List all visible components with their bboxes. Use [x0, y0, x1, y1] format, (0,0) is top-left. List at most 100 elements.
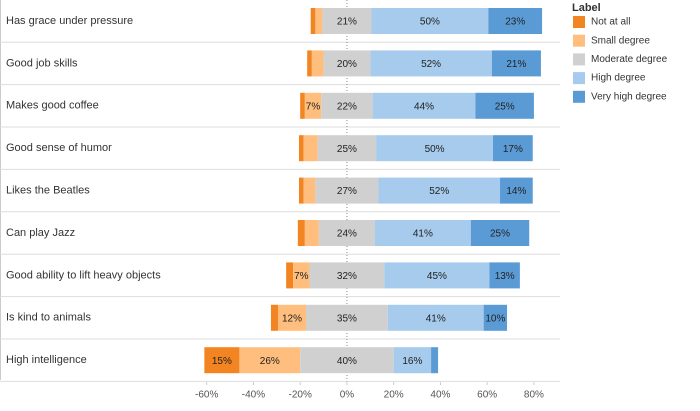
bar-segment [370, 50, 492, 77]
data-label: 21% [337, 17, 357, 28]
data-label: 26% [260, 356, 280, 367]
data-label: 12% [282, 313, 302, 324]
bar-segment [493, 135, 533, 162]
x-tick-label: 40% [430, 390, 450, 401]
legend-title: Label [572, 2, 601, 14]
category-label: Good sense of humor [6, 142, 112, 154]
bar-segment [304, 92, 322, 119]
legend-label: Moderate degree [591, 54, 668, 65]
data-label: 13% [495, 271, 515, 282]
bar-segment [500, 177, 533, 204]
data-label: 52% [421, 59, 441, 70]
bar-segment [491, 50, 541, 77]
category-label: Good ability to lift heavy objects [6, 269, 161, 281]
bar-segment [304, 220, 319, 246]
x-tick-label: -20% [289, 390, 312, 401]
legend-swatch [573, 16, 585, 28]
data-label: 50% [420, 17, 440, 28]
bar-segment [374, 220, 471, 246]
data-label: 41% [426, 313, 446, 324]
data-label: 7% [306, 101, 321, 112]
data-label: 27% [337, 186, 357, 197]
x-tick-label: -40% [242, 390, 265, 401]
bar-segment [300, 347, 394, 374]
bar-segment [307, 50, 312, 77]
data-label: 16% [402, 356, 422, 367]
data-label: 41% [413, 229, 433, 240]
category-label: Likes the Beatles [6, 185, 90, 197]
bar-segment [488, 8, 543, 34]
bar-segment [204, 347, 240, 374]
data-label: 10% [485, 313, 505, 324]
bar-segment [303, 135, 318, 162]
bar-segment [317, 135, 377, 162]
legend-label: Small degree [591, 35, 650, 46]
bar-segment [311, 50, 324, 77]
bar-segment [378, 177, 501, 204]
data-label: 25% [337, 144, 357, 155]
data-label: 22% [337, 101, 357, 112]
data-label: 24% [337, 229, 357, 240]
bar-segment [376, 135, 494, 162]
bar-segment [299, 135, 304, 162]
category-label: Is kind to animals [6, 312, 91, 324]
bar-segment [293, 262, 310, 289]
bar-segment [309, 262, 385, 289]
data-label: 35% [337, 313, 357, 324]
legend-label: High degree [591, 73, 646, 84]
bar-segment [318, 220, 375, 246]
legend-label: Not at all [591, 17, 630, 28]
data-label: 14% [506, 186, 526, 197]
bar-segment [270, 304, 278, 331]
bar-segment [489, 262, 520, 289]
x-tick-label: 20% [384, 390, 404, 401]
bar-segment [372, 92, 476, 119]
data-label: 21% [506, 59, 526, 70]
bar-segment [431, 347, 439, 374]
bar-segment [321, 92, 373, 119]
bar-segment [277, 304, 307, 331]
x-tick-label: -60% [195, 390, 218, 401]
data-label: 17% [503, 144, 523, 155]
bar-segment [393, 347, 432, 374]
data-label: 32% [337, 271, 357, 282]
bar-segment [286, 262, 294, 289]
bar-segment [239, 347, 301, 374]
bar-segment [322, 8, 372, 34]
bar-segment [371, 8, 489, 34]
bar-segment [315, 8, 323, 34]
legend-label: Very high degree [591, 91, 667, 102]
x-tick-label: 80% [524, 390, 544, 401]
data-label: 15% [212, 356, 232, 367]
data-label: 23% [505, 17, 525, 28]
legend-swatch [573, 53, 585, 66]
data-label: 44% [414, 101, 434, 112]
x-tick-label: 60% [477, 390, 497, 401]
bar-segment [310, 8, 316, 34]
data-label: 25% [490, 229, 510, 240]
legend-swatch [573, 72, 585, 85]
legend-swatch [573, 34, 585, 47]
data-label: 7% [294, 271, 309, 282]
data-label: 52% [429, 186, 449, 197]
bar-segment [483, 304, 508, 331]
bar-segment [299, 177, 304, 204]
category-label: Has grace under pressure [6, 15, 133, 27]
data-label: 45% [427, 271, 447, 282]
bar-segment [303, 177, 316, 204]
bar-segment [384, 262, 490, 289]
data-label: 50% [425, 144, 445, 155]
bar-segment [306, 304, 388, 331]
data-label: 25% [495, 101, 515, 112]
category-label: High intelligence [6, 354, 87, 366]
bar-segment [475, 92, 534, 119]
bar-segment [470, 220, 530, 246]
category-label: Makes good coffee [6, 100, 99, 112]
bar-segment [297, 220, 305, 246]
bar-segment [323, 50, 371, 77]
data-label: 20% [337, 59, 357, 70]
legend-swatch [573, 90, 585, 103]
data-label: 40% [337, 356, 357, 367]
